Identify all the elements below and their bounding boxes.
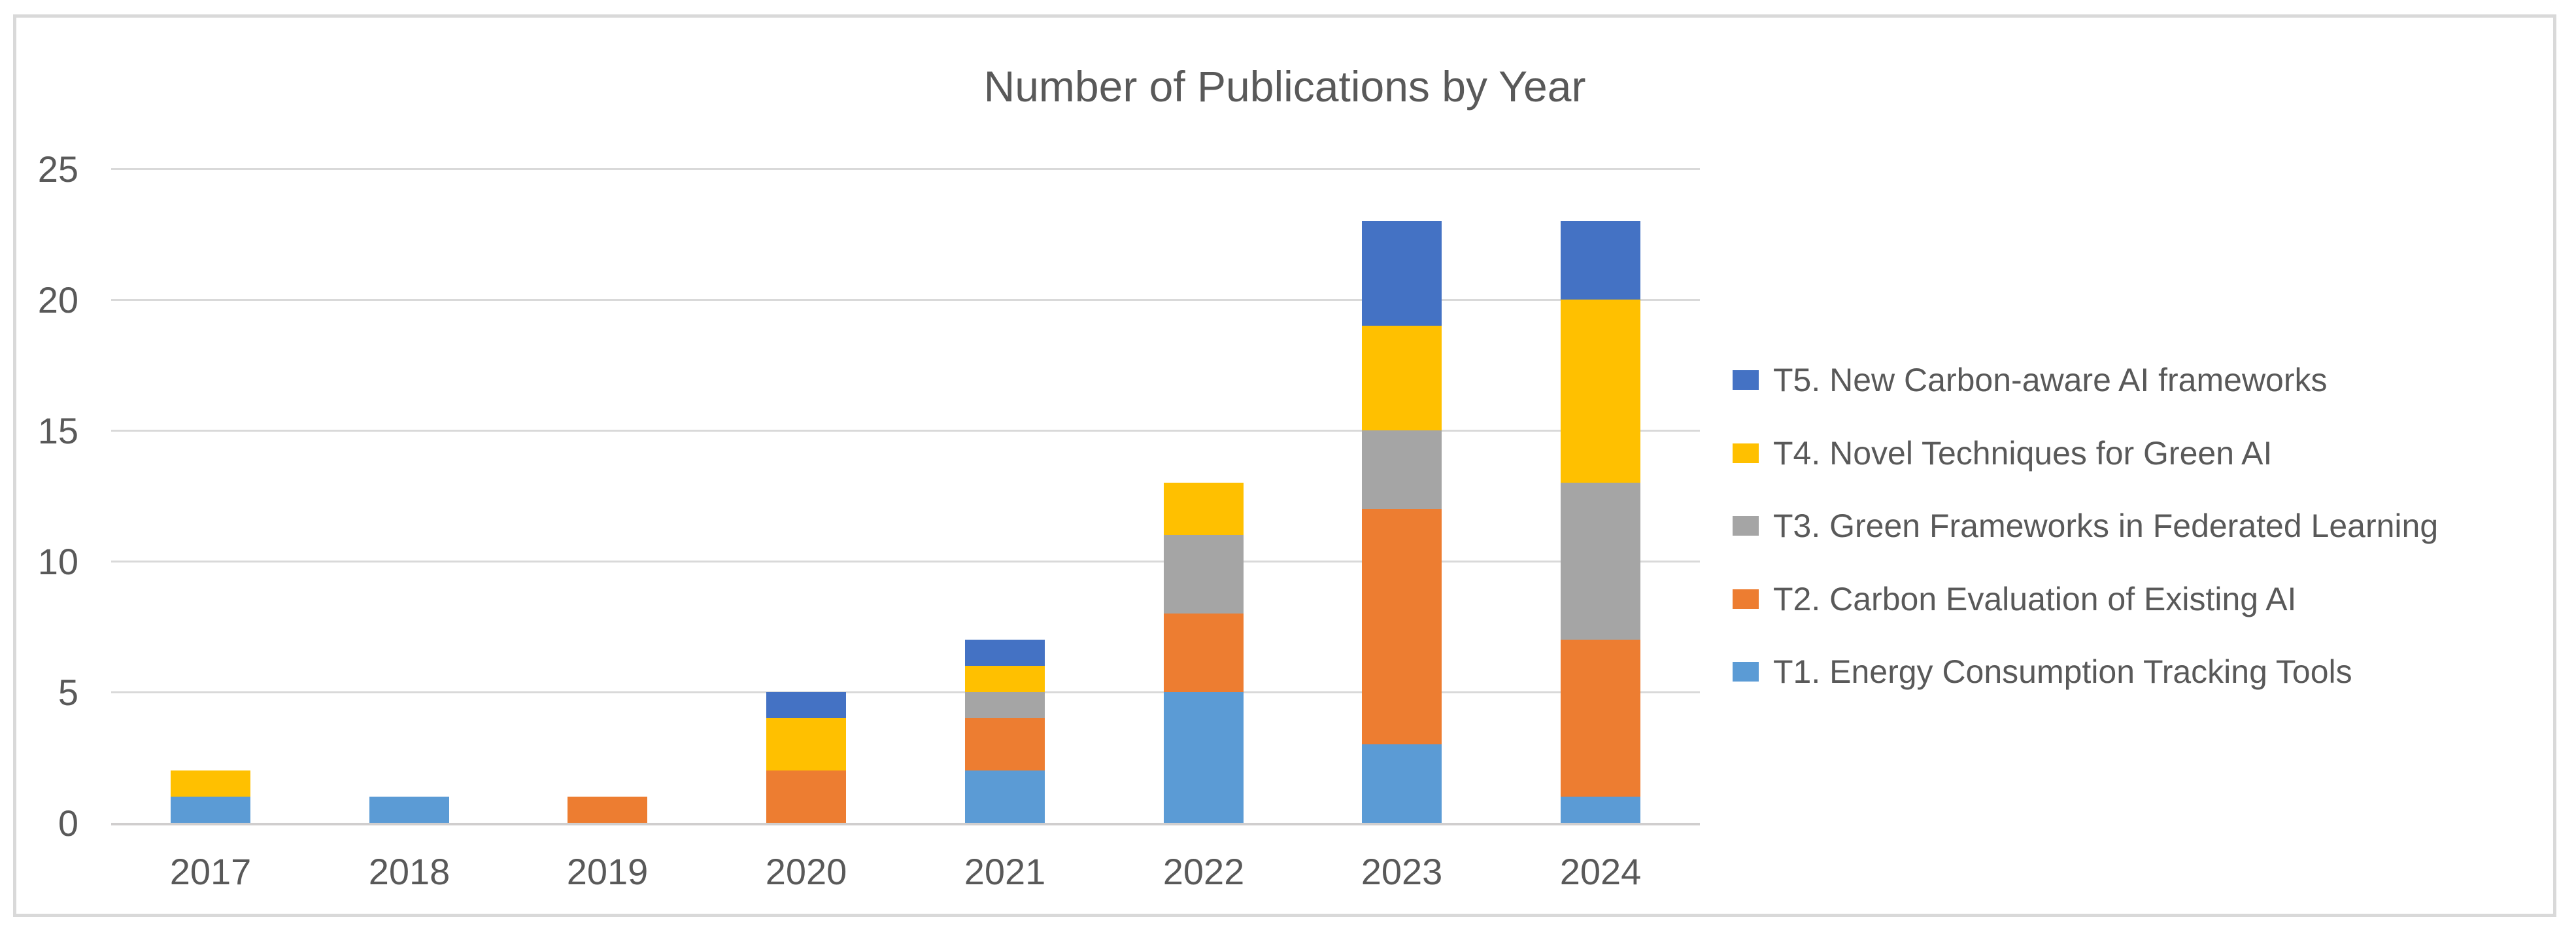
- bar-2023-segment-t2: [1362, 509, 1442, 744]
- bar-2018-segment-t1: [369, 797, 449, 823]
- x-axis-label-2020: 2020: [765, 851, 847, 892]
- bar-2019-segment-t2: [568, 797, 647, 823]
- legend-item-t3: T3. Green Frameworks in Federated Learni…: [1733, 505, 2438, 547]
- legend-item-t5: T5. New Carbon-aware AI frameworks: [1733, 359, 2328, 401]
- legend-swatch-t4: [1733, 443, 1759, 463]
- chart-container: Number of Publications by Year 0 5 10 15 20 2…: [13, 14, 2556, 917]
- bar-2021-segment-t2: [965, 718, 1045, 770]
- chart-title: Number of Publications by Year: [983, 62, 1586, 111]
- gridline-5: [111, 691, 1700, 693]
- y-axis-label-25: 25: [37, 148, 78, 190]
- bar-2021-segment-t1: [965, 770, 1045, 823]
- bar-2020-segment-t2: [766, 770, 846, 823]
- bar-2022-segment-t3: [1164, 535, 1244, 614]
- gridline-15: [111, 430, 1700, 432]
- bar-2020: [766, 692, 846, 823]
- bar-2024-segment-t1: [1561, 797, 1640, 823]
- gridline-25: [111, 168, 1700, 170]
- bar-2020-segment-t4: [766, 718, 846, 770]
- y-axis-label-10: 10: [37, 541, 78, 582]
- bar-2023-segment-t5: [1362, 221, 1442, 326]
- bar-2023-segment-t4: [1362, 326, 1442, 430]
- x-axis-line: [111, 823, 1700, 825]
- legend-label-t2: T2. Carbon Evaluation of Existing AI: [1773, 581, 2297, 617]
- bar-2022: [1164, 483, 1244, 823]
- bar-2022-segment-t1: [1164, 692, 1244, 823]
- bar-2021: [965, 640, 1045, 823]
- bar-2023: [1362, 221, 1442, 823]
- bar-2021-segment-t3: [965, 692, 1045, 718]
- legend-swatch-t5: [1733, 370, 1759, 390]
- y-axis-label-0: 0: [58, 803, 78, 844]
- bar-2024-segment-t2: [1561, 640, 1640, 797]
- x-axis-label-2017: 2017: [169, 851, 252, 892]
- y-axis-label-20: 20: [37, 279, 78, 320]
- bar-2019: [568, 797, 647, 823]
- bar-2024-segment-t5: [1561, 221, 1640, 300]
- bar-2017-segment-t1: [171, 797, 250, 823]
- gridline-10: [111, 561, 1700, 562]
- bar-2023-segment-t3: [1362, 430, 1442, 509]
- legend-label-t3: T3. Green Frameworks in Federated Learni…: [1773, 508, 2439, 544]
- legend-swatch-t2: [1733, 589, 1759, 609]
- legend-label-t5: T5. New Carbon-aware AI frameworks: [1773, 362, 2328, 398]
- x-axis-label-2018: 2018: [368, 851, 450, 892]
- legend-swatch-t1: [1733, 662, 1759, 682]
- x-axis-label-2023: 2023: [1361, 851, 1443, 892]
- bar-2020-segment-t5: [766, 692, 846, 718]
- bar-2021-segment-t4: [965, 666, 1045, 692]
- x-axis-label-2024: 2024: [1559, 851, 1642, 892]
- bar-2022-segment-t2: [1164, 614, 1244, 692]
- bar-2023-segment-t1: [1362, 744, 1442, 823]
- legend-label-t1: T1. Energy Consumption Tracking Tools: [1773, 653, 2352, 690]
- bar-2021-segment-t5: [965, 640, 1045, 666]
- bar-2022-segment-t4: [1164, 483, 1244, 535]
- y-axis-label-15: 15: [37, 410, 78, 451]
- x-axis-label-2019: 2019: [566, 851, 649, 892]
- legend-item-t2: T2. Carbon Evaluation of Existing AI: [1733, 578, 2296, 620]
- bar-2024: [1561, 221, 1640, 823]
- legend-item-t1: T1. Energy Consumption Tracking Tools: [1733, 651, 2352, 693]
- y-axis-label-5: 5: [58, 672, 78, 713]
- x-axis-label-2022: 2022: [1162, 851, 1245, 892]
- legend-swatch-t3: [1733, 516, 1759, 536]
- bar-2017-segment-t4: [171, 770, 250, 797]
- x-axis-label-2021: 2021: [964, 851, 1046, 892]
- bar-2018: [369, 797, 449, 823]
- legend-label-t4: T4. Novel Techniques for Green AI: [1773, 435, 2273, 472]
- bar-2024-segment-t4: [1561, 300, 1640, 483]
- bar-2017: [171, 770, 250, 823]
- legend-item-t4: T4. Novel Techniques for Green AI: [1733, 432, 2272, 474]
- gridline-20: [111, 299, 1700, 301]
- bar-2024-segment-t3: [1561, 483, 1640, 640]
